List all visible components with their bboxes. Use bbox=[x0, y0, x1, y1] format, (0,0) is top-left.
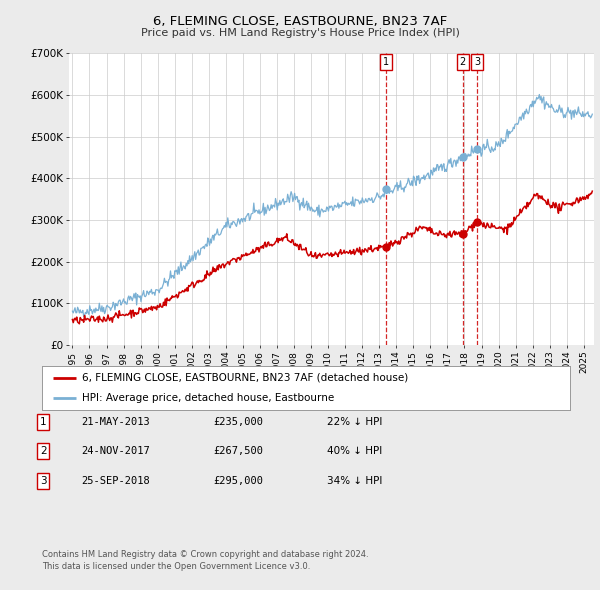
Text: 1: 1 bbox=[40, 417, 47, 427]
Text: 3: 3 bbox=[474, 57, 480, 67]
Text: 2: 2 bbox=[460, 57, 466, 67]
Text: £267,500: £267,500 bbox=[213, 447, 263, 456]
Text: 22% ↓ HPI: 22% ↓ HPI bbox=[327, 417, 382, 427]
Text: 24-NOV-2017: 24-NOV-2017 bbox=[81, 447, 150, 456]
Text: Price paid vs. HM Land Registry's House Price Index (HPI): Price paid vs. HM Land Registry's House … bbox=[140, 28, 460, 38]
Text: 3: 3 bbox=[40, 476, 47, 486]
Text: £295,000: £295,000 bbox=[213, 476, 263, 486]
Text: 34% ↓ HPI: 34% ↓ HPI bbox=[327, 476, 382, 486]
Text: 1: 1 bbox=[383, 57, 389, 67]
Text: Contains HM Land Registry data © Crown copyright and database right 2024.: Contains HM Land Registry data © Crown c… bbox=[42, 550, 368, 559]
Text: 2: 2 bbox=[40, 447, 47, 456]
Text: HPI: Average price, detached house, Eastbourne: HPI: Average price, detached house, East… bbox=[82, 393, 334, 403]
Text: 6, FLEMING CLOSE, EASTBOURNE, BN23 7AF: 6, FLEMING CLOSE, EASTBOURNE, BN23 7AF bbox=[153, 15, 447, 28]
Text: £235,000: £235,000 bbox=[213, 417, 263, 427]
Text: 40% ↓ HPI: 40% ↓ HPI bbox=[327, 447, 382, 456]
Text: 6, FLEMING CLOSE, EASTBOURNE, BN23 7AF (detached house): 6, FLEMING CLOSE, EASTBOURNE, BN23 7AF (… bbox=[82, 373, 408, 383]
Text: 25-SEP-2018: 25-SEP-2018 bbox=[81, 476, 150, 486]
Text: 21-MAY-2013: 21-MAY-2013 bbox=[81, 417, 150, 427]
Text: This data is licensed under the Open Government Licence v3.0.: This data is licensed under the Open Gov… bbox=[42, 562, 310, 571]
